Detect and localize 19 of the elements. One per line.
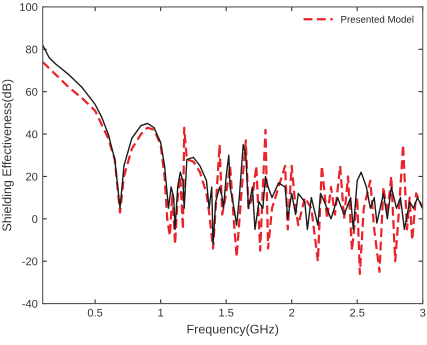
y-tick-label: 80 <box>26 46 38 54</box>
y-tick-label: -20 <box>22 257 38 266</box>
x-tick-label: 2 <box>289 308 294 317</box>
line-series <box>42 44 423 245</box>
y-axis-title: Shielding Effectiveness(dB) <box>2 80 14 231</box>
x-tick-label: 1 <box>158 308 164 317</box>
y-tick-label: 40 <box>26 130 38 138</box>
y-tick-label: 20 <box>26 172 38 181</box>
x-tick-label: 3 <box>420 308 426 317</box>
legend-label: Presented Model <box>341 16 414 23</box>
x-tick-label: 0.5 <box>88 308 102 317</box>
y-tick-label: 0 <box>32 215 38 223</box>
y-tick-label: 60 <box>26 88 38 96</box>
x-tick-label: 2.5 <box>350 308 364 317</box>
x-axis-title: Frequency(GHz) <box>188 324 278 336</box>
x-tick-label: 1.5 <box>219 308 234 317</box>
y-tick-label: 100 <box>20 3 38 12</box>
y-tick-label: -40 <box>22 300 38 308</box>
line-series <box>42 60 423 276</box>
